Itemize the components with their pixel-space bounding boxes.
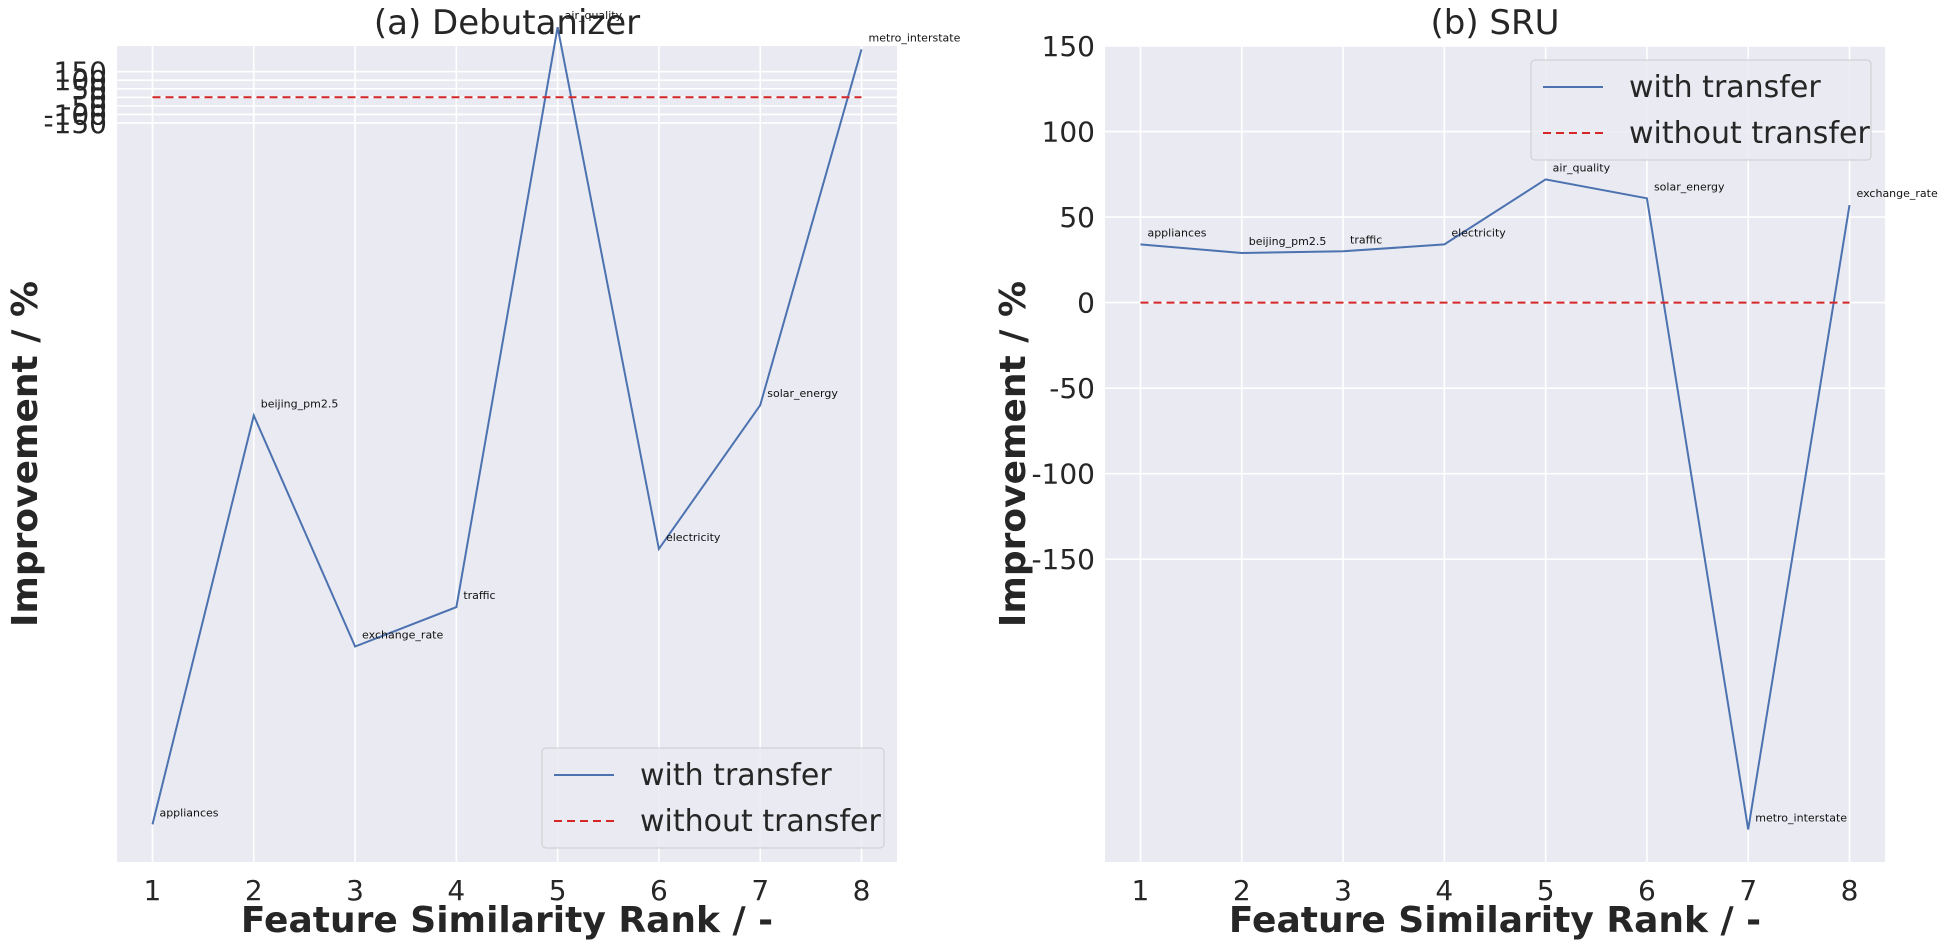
plot-area-sru [1105, 46, 1885, 862]
x-tick-label: 8 [1841, 874, 1859, 907]
y-tick-label: -150 [43, 107, 107, 140]
x-axis-label: Feature Similarity Rank / - [1229, 900, 1761, 941]
legend: with transfer without transfer [1530, 59, 1872, 161]
legend-label: with transfer [640, 758, 832, 793]
data-point-label: beijing_pm2.5 [1249, 235, 1327, 248]
data-point-label: exchange_rate [1857, 187, 1938, 200]
legend-label: without transfer [1629, 116, 1870, 151]
data-point-label: exchange_rate [362, 628, 443, 641]
series-line-with-transfer [1140, 178, 1851, 830]
data-point-label: metro_interstate [1755, 811, 1847, 824]
chart-title: (b) SRU [1430, 3, 1559, 43]
data-point-label: traffic [1350, 233, 1382, 246]
y-tick-label: -50 [1049, 372, 1095, 405]
data-point-label: beijing_pm2.5 [261, 398, 339, 411]
x-tick-label: 3 [346, 874, 364, 907]
y-tick-label: 100 [54, 64, 107, 97]
x-tick-label: 6 [650, 874, 668, 907]
data-point-label: appliances [159, 806, 218, 819]
y-tick-label: -150 [1031, 543, 1095, 576]
x-tick-label: 1 [144, 874, 162, 907]
data-point-label: air_quality [565, 9, 623, 22]
legend-label: with transfer [1629, 70, 1821, 105]
y-tick-label: -100 [43, 98, 107, 131]
y-tick-label: -100 [1031, 458, 1095, 491]
x-tick-label: 1 [1132, 874, 1150, 907]
data-point-label: appliances [1147, 226, 1206, 239]
x-tick-label: 5 [549, 874, 567, 907]
x-tick-label: 6 [1638, 874, 1656, 907]
data-point-label: air_quality [1553, 161, 1611, 174]
chart-title: (a) Debutanizer [374, 3, 640, 43]
y-tick-label: 50 [1059, 201, 1095, 234]
legend-label: without transfer [640, 804, 881, 839]
data-point-label: electricity [666, 531, 721, 544]
x-tick-label: 7 [751, 874, 769, 907]
x-tick-label: 3 [1334, 874, 1352, 907]
y-tick-label: 150 [1042, 30, 1095, 63]
data-point-label: solar_energy [1654, 180, 1725, 193]
data-point-label: metro_interstate [869, 31, 961, 44]
x-axis-label: Feature Similarity Rank / - [241, 900, 773, 941]
y-axis-label: Improvement / % [993, 281, 1034, 627]
chart-sru: 1 2 3 4 5 6 7 8 150 100 50 0 -50 -100 -150 appliances be… [993, 3, 1938, 941]
y-axis-label: Improvement / % [5, 281, 46, 627]
y-tick-label: 0 [89, 81, 107, 114]
y-tick-label: -50 [61, 90, 107, 123]
legend: with transfer without transfer [541, 747, 885, 849]
x-tick-label: 5 [1537, 874, 1555, 907]
data-point-label: traffic [463, 589, 495, 602]
y-tick-label: 0 [1077, 287, 1095, 320]
data-point-label: electricity [1451, 226, 1506, 239]
x-tick-label: 2 [1233, 874, 1251, 907]
legend-box [1530, 59, 1872, 161]
x-tick-label: 4 [1435, 874, 1453, 907]
x-tick-label: 7 [1739, 874, 1757, 907]
plot-area-debutanizer [117, 46, 897, 862]
series-line-with-transfer [151, 27, 863, 825]
x-tick-label: 2 [245, 874, 263, 907]
x-tick-label: 4 [447, 874, 465, 907]
legend-box [541, 747, 885, 849]
data-point-label: solar_energy [767, 387, 838, 400]
x-tick-label: 8 [853, 874, 871, 907]
y-tick-label: 50 [71, 73, 107, 106]
y-tick-label: 150 [54, 56, 107, 89]
y-tick-label: 100 [1042, 116, 1095, 149]
